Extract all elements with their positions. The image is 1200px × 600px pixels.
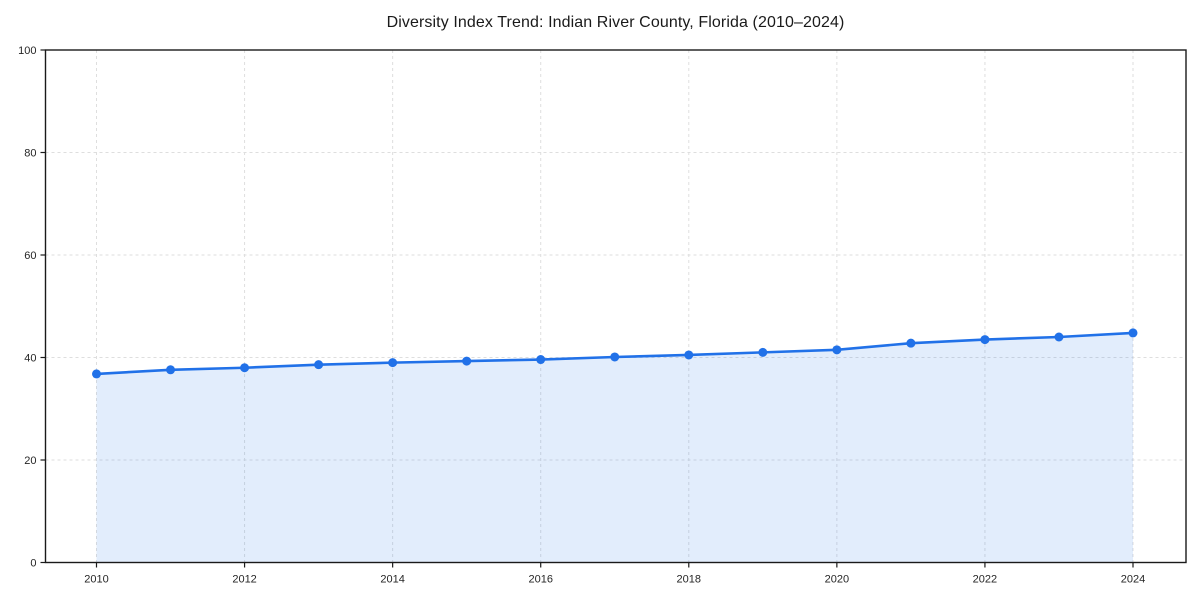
series-area-fill [96,332,1133,563]
data-point-marker [758,347,768,357]
x-tick-label: 2010 [84,574,108,586]
data-point-marker [462,356,472,366]
data-point-marker [906,338,916,348]
x-tick-label: 2018 [677,574,701,586]
chart-title: Diversity Index Trend: Indian River Coun… [386,14,845,31]
data-point-marker [536,355,546,365]
y-tick-label: 20 [24,455,36,467]
y-tick-label: 60 [24,250,36,262]
data-point-marker [1128,328,1138,338]
data-point-marker [92,369,101,379]
y-tick-label: 100 [18,45,36,57]
data-point-marker [388,358,398,368]
y-tick-label: 0 [30,558,36,570]
y-tick-label: 40 [24,353,36,365]
data-point-marker [980,335,990,345]
data-point-marker [832,345,842,355]
x-tick-label: 2022 [973,574,997,586]
x-tick-label: 2012 [232,574,256,586]
x-tick-label: 2020 [825,574,849,586]
data-point-marker [684,350,694,360]
data-point-marker [314,360,324,370]
x-tick-label: 2024 [1121,574,1145,586]
data-point-marker [610,352,620,362]
data-point-marker [240,363,250,373]
x-tick-label: 2014 [380,574,404,586]
plot-border [44,49,1187,564]
y-tick-label: 80 [24,148,36,160]
data-point-marker [166,365,176,375]
data-point-marker [1054,332,1064,342]
x-tick-label: 2016 [528,574,552,586]
